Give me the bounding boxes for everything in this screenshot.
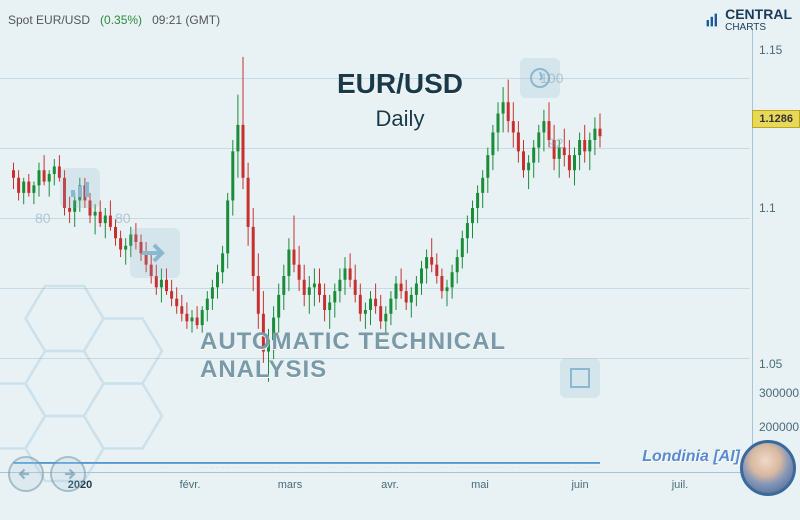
period-label: Daily xyxy=(337,106,463,132)
y-axis: 1.15 1.1286 1.1 1.05 300000 200000 xyxy=(752,28,800,488)
nav-next-button[interactable] xyxy=(50,456,86,492)
londinia-label: Londinia [AI] xyxy=(642,448,740,466)
logo-icon xyxy=(705,12,721,28)
wm-icon xyxy=(60,168,100,208)
current-price-marker: 1.1286 xyxy=(752,110,800,128)
x-tick: juin xyxy=(571,479,588,491)
analysis-banner: AUTOMATIC TECHNICAL ANALYSIS xyxy=(200,328,600,384)
y-tick: 1.1 xyxy=(759,201,776,215)
x-axis: 2020févr.marsavr.maijuinjuil. xyxy=(0,472,750,500)
pair-label: EUR/USD xyxy=(337,68,463,100)
instrument-name: Spot EUR/USD xyxy=(8,13,90,27)
vol-y-tick: 200000 xyxy=(759,420,799,434)
x-tick: avr. xyxy=(381,479,399,491)
chart-title: EUR/USD Daily xyxy=(337,68,463,132)
wm-label: 100 xyxy=(540,70,563,86)
change-pct: (0.35%) xyxy=(100,13,142,27)
header: Spot EUR/USD (0.35%) 09:21 (GMT) CENTRAL… xyxy=(8,6,792,33)
x-tick: févr. xyxy=(180,479,201,491)
timestamp: 09:21 (GMT) xyxy=(152,13,220,27)
x-tick: mai xyxy=(471,479,489,491)
wm-arrow-icon xyxy=(130,228,180,278)
brand-logo: CENTRALCHARTS xyxy=(705,6,792,33)
x-tick: mars xyxy=(278,479,302,491)
x-tick: juil. xyxy=(672,479,689,491)
y-tick: 1.05 xyxy=(759,357,782,371)
wm-label: 92 xyxy=(548,135,564,151)
vol-y-tick: 300000 xyxy=(759,386,799,400)
nav-prev-button[interactable] xyxy=(8,456,44,492)
wm-label: 80 xyxy=(115,210,131,226)
wm-label: 80 xyxy=(35,210,51,226)
avatar[interactable] xyxy=(740,440,796,496)
y-tick: 1.15 xyxy=(759,43,782,57)
